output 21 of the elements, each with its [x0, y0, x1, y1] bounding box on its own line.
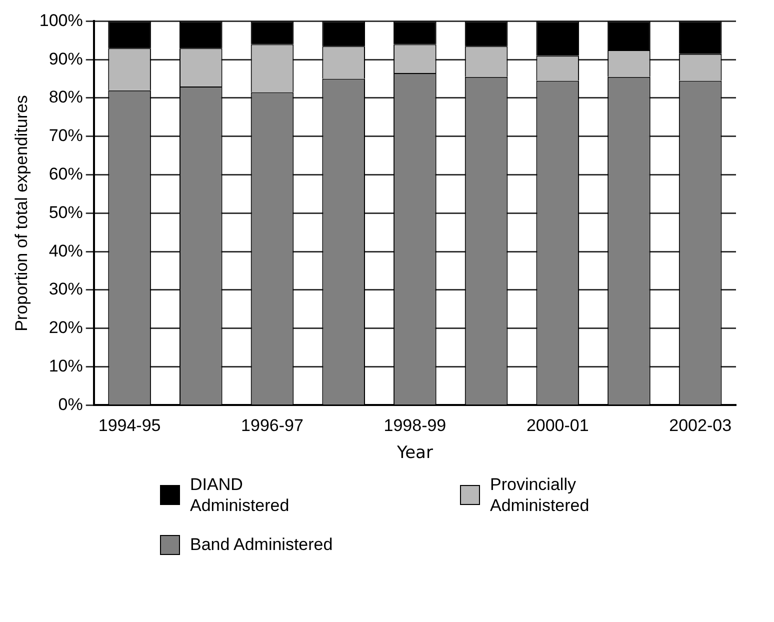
y-tick-label: 0% — [58, 394, 83, 414]
x-tick-label: 1996-97 — [241, 416, 304, 436]
x-tick-label: 2000-01 — [526, 416, 589, 436]
x-tick-label: 1998-99 — [384, 416, 446, 436]
y-tick-label: 10% — [48, 356, 83, 376]
y-tick-label: 40% — [48, 241, 83, 260]
y-tick-label: 100% — [39, 10, 83, 30]
y-tick-label: 30% — [48, 280, 83, 299]
y-axis-title: Proportion of total expenditures — [12, 95, 31, 332]
y-tick-label: 60% — [48, 164, 83, 184]
y-tick-label: 90% — [48, 49, 83, 68]
x-tick-label: 2002-03 — [669, 416, 732, 436]
y-tick-label: 80% — [48, 88, 83, 107]
legend-label: Band Administered — [190, 534, 333, 555]
x-tick-label: 1994-95 — [98, 416, 161, 436]
legend-label: Provincially Administered — [490, 474, 590, 516]
y-tick-label: 70% — [48, 126, 83, 146]
x-axis-title: Year — [396, 443, 433, 464]
y-tick-label: 50% — [48, 202, 83, 222]
legend-label: DIAND Administered — [190, 474, 290, 516]
y-tick-label: 20% — [48, 318, 83, 338]
